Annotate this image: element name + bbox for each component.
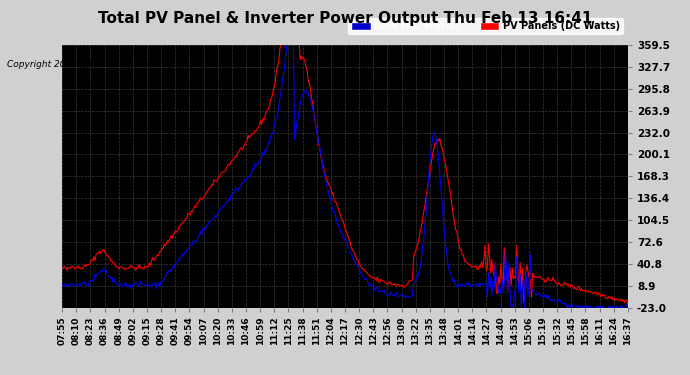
- Text: Copyright 2020 Cartronics.com: Copyright 2020 Cartronics.com: [7, 60, 148, 69]
- Text: Total PV Panel & Inverter Power Output Thu Feb 13 16:41: Total PV Panel & Inverter Power Output T…: [98, 11, 592, 26]
- Legend: Grid (AC Watts), PV Panels (DC Watts): Grid (AC Watts), PV Panels (DC Watts): [348, 18, 623, 34]
